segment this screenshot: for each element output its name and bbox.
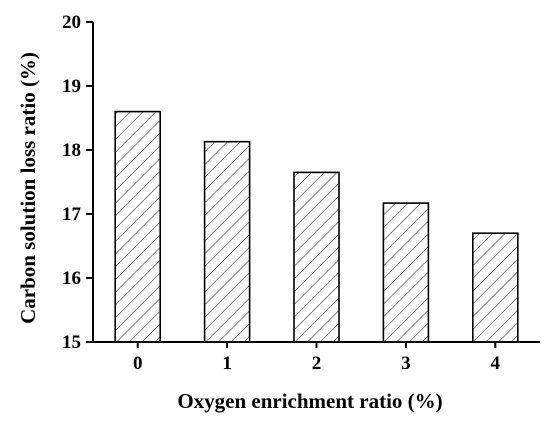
y-axis-label: Carbon solution loss ratio (%)	[16, 52, 40, 324]
bar-0	[114, 110, 161, 343]
x-axis-label: Oxygen enrichment ratio (%)	[177, 389, 442, 413]
y-tick-label: 15	[62, 332, 81, 353]
x-tick-label: 2	[312, 353, 322, 374]
x-tick-label: 0	[133, 353, 143, 374]
bar-2	[293, 171, 340, 343]
y-tick-label: 17	[62, 204, 82, 225]
bar-4	[471, 232, 519, 343]
x-tick-label: 3	[401, 353, 411, 374]
plot-area: 15 16 17 18 19 20 0 1 2 3 4	[62, 12, 540, 374]
y-tick-label: 18	[62, 140, 81, 161]
y-tick-label: 20	[62, 12, 81, 33]
x-tick-label: 1	[222, 353, 232, 374]
bar-3	[382, 202, 430, 343]
x-tick-label: 4	[491, 353, 501, 374]
y-tick-label: 16	[62, 268, 81, 289]
bar-1	[203, 140, 251, 343]
y-tick-label: 19	[62, 76, 81, 97]
